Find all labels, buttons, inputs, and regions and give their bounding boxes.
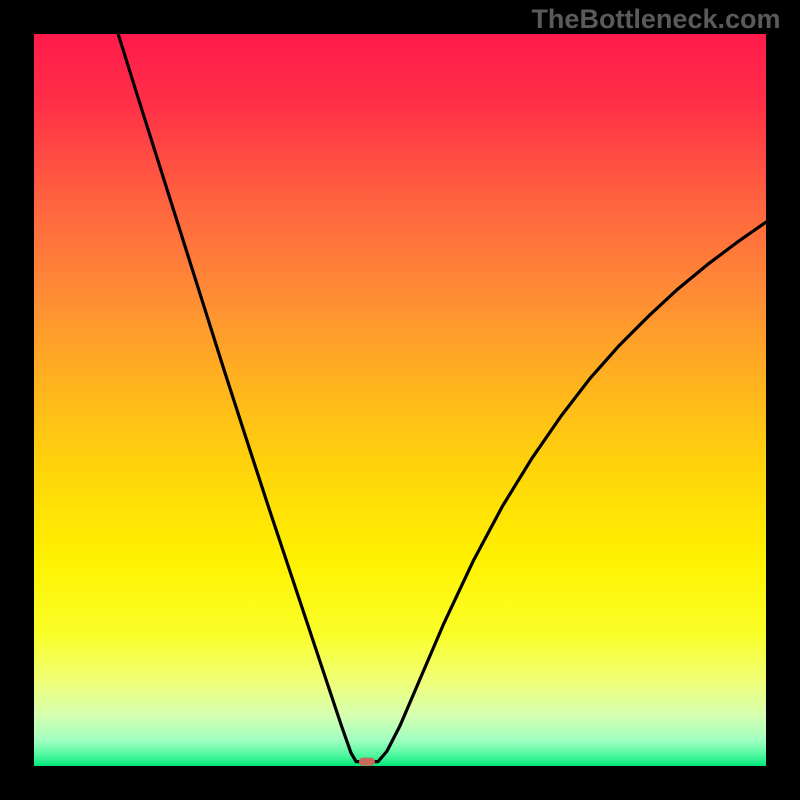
curve-path — [118, 34, 766, 762]
watermark-text: TheBottleneck.com — [531, 4, 780, 35]
bottleneck-curve — [34, 34, 766, 766]
plot-area — [34, 34, 766, 766]
optimum-marker — [359, 757, 375, 766]
